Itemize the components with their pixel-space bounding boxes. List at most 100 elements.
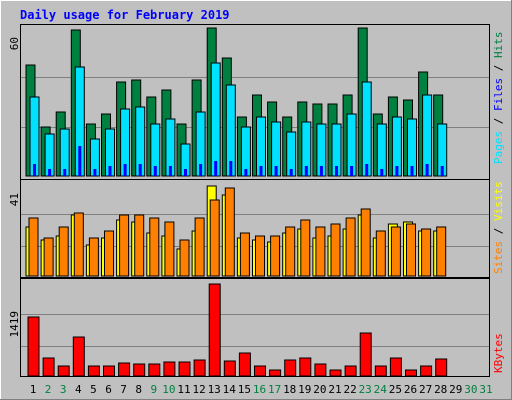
legend-pages: Pages xyxy=(492,131,505,164)
bar-kbytes-day-23 xyxy=(359,332,372,377)
x-tick-label-20: 20 xyxy=(313,383,326,396)
bar-kbytes-day-15 xyxy=(238,352,251,377)
x-tick-label-31: 31 xyxy=(479,383,492,396)
panel-kbytes-frame xyxy=(20,278,490,377)
bar-kbytes-day-26 xyxy=(405,369,417,377)
bar-pages-day-17 xyxy=(274,166,278,176)
bar-sites-day-25 xyxy=(390,226,401,277)
bar-kbytes-day-17 xyxy=(269,369,282,377)
bar-pages-day-19 xyxy=(304,166,308,176)
bar-kbytes-day-24 xyxy=(374,365,387,377)
legend-kbytes: KBytes xyxy=(492,333,505,373)
bar-pages-day-27 xyxy=(425,164,429,176)
bar-kbytes-day-1 xyxy=(27,316,40,377)
x-tick-label-9: 9 xyxy=(150,383,157,396)
x-tick-label-18: 18 xyxy=(283,383,296,396)
x-tick-label-3: 3 xyxy=(60,383,67,396)
bar-pages-day-7 xyxy=(123,164,127,176)
bar-kbytes-day-9 xyxy=(148,363,161,377)
bar-sites-day-4 xyxy=(73,212,84,277)
x-tick-label-21: 21 xyxy=(328,383,341,396)
x-tick-label-4: 4 xyxy=(75,383,82,396)
bar-files-day-24 xyxy=(376,123,387,177)
x-tick-label-7: 7 xyxy=(120,383,127,396)
bar-pages-day-1 xyxy=(33,164,36,176)
bar-kbytes-day-19 xyxy=(299,357,312,377)
bar-pages-day-16 xyxy=(259,166,263,176)
chart-title: Daily usage for February 2019 xyxy=(20,8,230,22)
bar-files-day-3 xyxy=(59,128,70,177)
bar-pages-day-10 xyxy=(168,166,172,176)
bar-sites-day-10 xyxy=(164,221,175,277)
bar-sites-day-9 xyxy=(149,217,160,277)
x-axis-labels: 1 2 3 4 5 6 7 8 9 10 11 12 13 14 15 16 17 18 19 20 21 22 23 24 2… xyxy=(30,383,493,396)
bar-kbytes-day-22 xyxy=(344,365,357,377)
y-max-label-kbytes: 1419 xyxy=(8,311,21,338)
x-tick-label-24: 24 xyxy=(374,383,388,396)
bar-sites-day-21 xyxy=(330,223,341,277)
legend-visits: Visits xyxy=(492,181,505,221)
bar-sites-day-7 xyxy=(119,214,130,277)
legend-sep-2: / xyxy=(492,58,505,78)
x-tick-label-13: 13 xyxy=(208,383,221,396)
bar-sites-day-19 xyxy=(300,219,311,277)
bar-sites-day-23 xyxy=(360,208,371,277)
bar-pages-day-2 xyxy=(48,169,52,176)
bar-sites-day-22 xyxy=(345,217,356,277)
bar-pages-day-15 xyxy=(244,169,248,176)
y-max-label-hits: 60 xyxy=(8,37,21,50)
bar-files-day-13 xyxy=(210,62,221,177)
bar-pages-day-22 xyxy=(350,166,354,176)
x-tick-label-6: 6 xyxy=(105,383,112,396)
x-tick-label-22: 22 xyxy=(343,383,356,396)
bar-sites-day-16 xyxy=(255,235,265,277)
bar-pages-day-9 xyxy=(153,166,157,176)
x-tick-label-5: 5 xyxy=(90,383,97,396)
legend-pages-files-hits: Pages / Files / Hits xyxy=(492,32,505,165)
bar-kbytes-day-2 xyxy=(42,357,55,377)
bar-sites-day-2 xyxy=(43,237,54,277)
x-tick-label-14: 14 xyxy=(223,383,237,396)
bar-pages-day-12 xyxy=(199,164,203,176)
legend-hits: Hits xyxy=(492,32,505,59)
bar-pages-day-21 xyxy=(335,166,338,176)
bar-sites-day-20 xyxy=(315,226,326,277)
bar-pages-day-26 xyxy=(410,166,414,176)
bar-kbytes-day-21 xyxy=(329,369,342,377)
bar-sites-day-13 xyxy=(209,199,220,277)
bar-kbytes-day-6 xyxy=(103,365,115,377)
bar-pages-day-4 xyxy=(78,146,82,176)
bar-pages-day-23 xyxy=(365,164,369,176)
x-tick-label-15: 15 xyxy=(238,383,251,396)
bar-kbytes-day-8 xyxy=(133,363,146,377)
bar-sites-day-14 xyxy=(224,187,235,277)
bar-pages-day-20 xyxy=(319,166,323,176)
x-tick-label-10: 10 xyxy=(162,383,175,396)
bar-kbytes-day-3 xyxy=(57,365,70,377)
legend-sep-3: / xyxy=(492,221,505,241)
bar-kbytes-day-16 xyxy=(254,365,266,377)
x-tick-label-25: 25 xyxy=(389,383,402,396)
bar-sites-day-27 xyxy=(421,228,432,277)
y-max-label-visits: 41 xyxy=(8,193,21,206)
bar-files-day-27 xyxy=(422,94,433,177)
bar-pages-day-28 xyxy=(440,166,444,176)
bar-pages-day-25 xyxy=(395,166,399,176)
bar-kbytes-day-18 xyxy=(284,359,297,377)
bar-sites-day-1 xyxy=(28,217,39,277)
x-tick-label-2: 2 xyxy=(45,383,52,396)
x-tick-label-16: 16 xyxy=(253,383,266,396)
bar-sites-day-28 xyxy=(436,226,447,277)
bar-kbytes-day-20 xyxy=(314,363,327,377)
bar-pages-day-11 xyxy=(184,169,187,176)
bar-sites-day-18 xyxy=(285,226,296,277)
legend-sites-visits: Sites / Visits xyxy=(492,181,505,274)
bar-kbytes-day-4 xyxy=(72,336,85,377)
bar-sites-day-26 xyxy=(406,223,416,277)
x-tick-label-26: 26 xyxy=(404,383,417,396)
x-tick-label-27: 27 xyxy=(419,383,432,396)
bar-sites-day-24 xyxy=(375,230,386,277)
bar-pages-day-8 xyxy=(138,164,142,176)
legend-sites: Sites xyxy=(492,241,505,274)
bar-pages-day-5 xyxy=(93,169,97,176)
